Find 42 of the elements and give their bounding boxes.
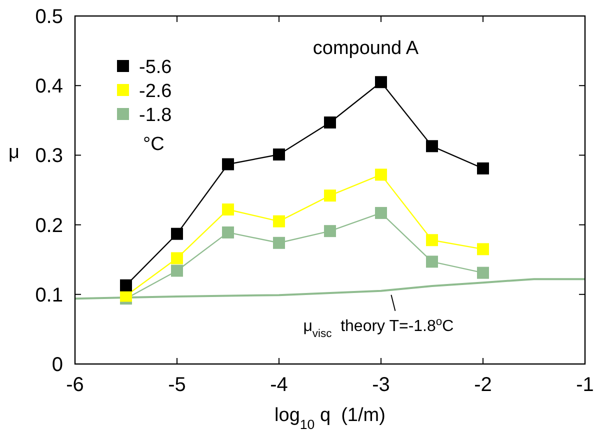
point xyxy=(324,225,336,238)
point xyxy=(273,215,285,228)
point xyxy=(324,190,336,202)
legend-label: -5.6 xyxy=(139,57,172,78)
point xyxy=(426,234,438,246)
point xyxy=(375,168,387,181)
y-tick-label: 0.2 xyxy=(35,214,63,237)
y-axis-title: μ xyxy=(8,142,20,163)
point xyxy=(222,226,234,238)
x-tick-label: -2 xyxy=(474,374,492,396)
point xyxy=(171,264,183,277)
point xyxy=(273,236,285,249)
x-tick-label: -6 xyxy=(66,374,84,396)
x-tick-label: -4 xyxy=(270,374,288,396)
point xyxy=(171,252,183,264)
y-tick-label: 0.4 xyxy=(35,76,63,98)
legend-label: -2.6 xyxy=(139,81,172,102)
point xyxy=(273,148,285,161)
point xyxy=(375,206,387,219)
point xyxy=(477,243,489,256)
point xyxy=(222,203,234,216)
point xyxy=(426,140,438,152)
point xyxy=(375,76,387,88)
point xyxy=(426,256,438,268)
x-tick-label: -1 xyxy=(576,374,594,396)
point xyxy=(324,116,336,128)
x-axis-title: log$_{10}$ q (1/m) xyxy=(274,405,386,432)
point xyxy=(477,162,489,174)
x-tick-label: -3 xyxy=(372,374,390,396)
legend-label: -1.8 xyxy=(139,105,172,126)
annotation: μ$_{visc}$ theory T=-1.8$^{o}$C xyxy=(303,316,454,340)
y-tick-label: 0 xyxy=(52,354,63,376)
y-tick-label: 0.5 xyxy=(35,6,63,28)
x-tick-label: -5 xyxy=(168,374,186,396)
point xyxy=(120,279,132,292)
point xyxy=(222,158,234,170)
text: compound A xyxy=(312,38,419,59)
point xyxy=(171,228,183,240)
y-tick-label: 0.3 xyxy=(35,145,63,168)
legend-title: °C xyxy=(143,134,164,155)
point xyxy=(477,266,489,279)
y-tick-label: 0.1 xyxy=(35,284,63,306)
